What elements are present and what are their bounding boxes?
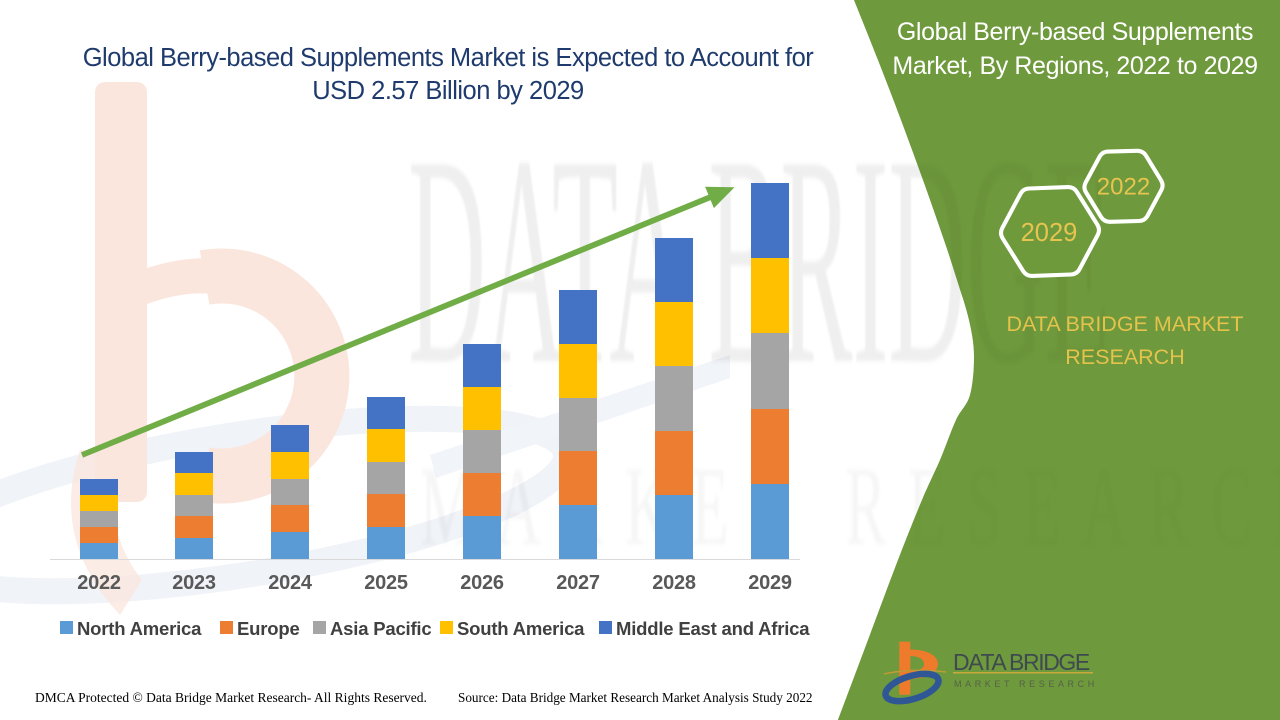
- svg-text:DATA BRIDGE: DATA BRIDGE: [953, 649, 1090, 675]
- svg-text:MARKET RESEARCH: MARKET RESEARCH: [954, 679, 1098, 689]
- svg-text:2029: 2029: [1021, 219, 1078, 247]
- svg-text:2022: 2022: [1097, 174, 1150, 201]
